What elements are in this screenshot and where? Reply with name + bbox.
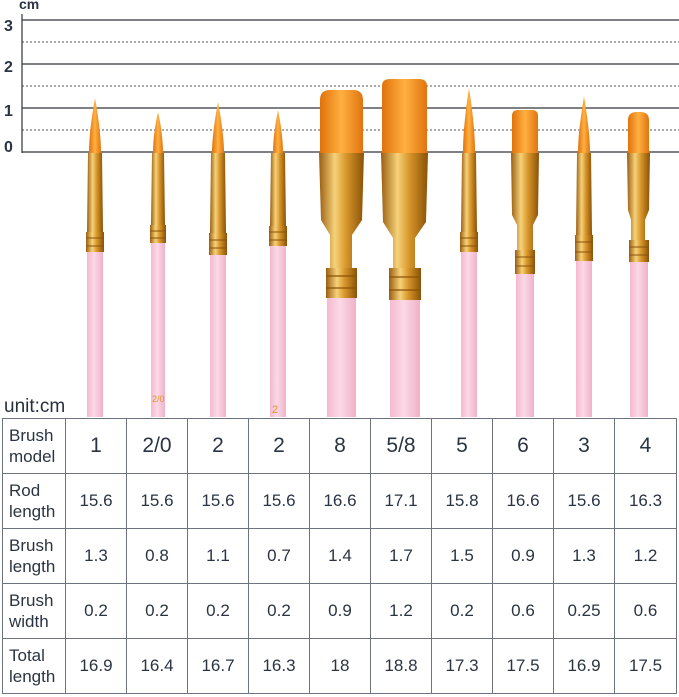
table-cell: 17.1 <box>370 473 432 529</box>
row-header-line: length <box>9 667 56 686</box>
brush-2-0: 2/0 <box>150 112 166 417</box>
row-header-line: Brush <box>9 591 54 610</box>
row-header-line: Rod <box>9 481 41 500</box>
brush-5-8 <box>381 79 428 417</box>
ruler-tick-0: 0 <box>4 139 13 156</box>
table-cell: 2 <box>248 418 310 474</box>
brush-width-row: Brush width 0.2 0.2 0.2 0.2 0.9 1.2 0.2 0.6 0.25 0.… <box>2 583 677 639</box>
table-cell: 8 <box>309 418 371 474</box>
table-cell: 1.4 <box>309 528 371 584</box>
row-header: Brush length <box>2 528 66 584</box>
table-cell: 15.6 <box>553 473 615 529</box>
brush-spec-table: Brush model 1 2/0 2 2 8 5/8 5 6 3 4 Rod length 15.6 15.… <box>2 418 677 694</box>
row-header-line: length <box>9 502 56 521</box>
table-cell: 1.3 <box>65 528 127 584</box>
row-header: Brush width <box>2 583 66 639</box>
table-cell: 1.3 <box>553 528 615 584</box>
table-cell: 16.4 <box>126 638 188 694</box>
table-cell: 3 <box>553 418 615 474</box>
brush-4 <box>627 112 650 417</box>
row-header-line: length <box>9 557 56 576</box>
row-header: Total length <box>2 638 66 694</box>
row-header: Rod length <box>2 473 66 529</box>
unit-label: unit:cm <box>4 396 66 417</box>
ruler-tick-2: 2 <box>4 59 13 76</box>
table-cell: 4 <box>614 418 677 474</box>
table-cell: 1 <box>65 418 127 474</box>
brush-5 <box>460 88 478 417</box>
brush-8 <box>319 90 364 417</box>
total-length-row: Total length 16.9 16.4 16.7 16.3 18 18.8 17.3 17.… <box>2 638 677 694</box>
table-cell: 1.5 <box>431 528 493 584</box>
table-cell: 0.7 <box>248 528 310 584</box>
table-cell: 2/0 <box>126 418 188 474</box>
ruler-tick-3: 3 <box>4 18 13 35</box>
table-cell: 18 <box>309 638 371 694</box>
brush-1 <box>86 98 104 417</box>
table-cell: 1.1 <box>187 528 249 584</box>
table-cell: 0.2 <box>431 583 493 639</box>
table-cell: 6 <box>492 418 554 474</box>
table-cell: 5 <box>431 418 493 474</box>
table-cell: 16.6 <box>492 473 554 529</box>
table-cell: 0.9 <box>492 528 554 584</box>
table-cell: 15.6 <box>248 473 310 529</box>
table-cell: 17.5 <box>492 638 554 694</box>
table-cell: 15.8 <box>431 473 493 529</box>
table-cell: 0.2 <box>248 583 310 639</box>
row-header-line: Total <box>9 646 45 665</box>
ruler-tick-1: 1 <box>4 103 13 120</box>
model-row: Brush model 1 2/0 2 2 8 5/8 5 6 3 4 <box>2 418 677 474</box>
brush-size-mark: 2 <box>272 404 278 416</box>
row-header-line: Brush <box>9 426 54 445</box>
table-cell: 16.7 <box>187 638 249 694</box>
table-cell: 15.6 <box>187 473 249 529</box>
table-cell: 0.6 <box>492 583 554 639</box>
table-cell: 15.6 <box>65 473 127 529</box>
table-cell: 16.6 <box>309 473 371 529</box>
table-cell: 2 <box>187 418 249 474</box>
table-cell: 0.2 <box>126 583 188 639</box>
table-cell: 1.2 <box>370 583 432 639</box>
table-cell: 0.2 <box>65 583 127 639</box>
table-cell: 16.9 <box>553 638 615 694</box>
table-cell: 0.25 <box>553 583 615 639</box>
table-cell: 17.5 <box>614 638 677 694</box>
brush-2a <box>209 102 227 417</box>
brush-3 <box>575 96 593 417</box>
row-header-line: width <box>9 612 49 631</box>
row-header-line: Brush <box>9 536 54 555</box>
table-cell: 16.3 <box>614 473 677 529</box>
brush-illustration: cm 3 2 1 0 2/0 2 <box>4 0 679 417</box>
table-cell: 0.9 <box>309 583 371 639</box>
brush-6 <box>511 110 539 417</box>
brush-length-row: Brush length 1.3 0.8 1.1 0.7 1.4 1.7 1.5 0.9 1.3 1.… <box>2 528 677 584</box>
rod-length-row: Rod length 15.6 15.6 15.6 15.6 16.6 17.1 15.8 16.… <box>2 473 677 529</box>
row-header-line: model <box>9 447 56 466</box>
table-cell: 15.6 <box>126 473 188 529</box>
table-cell: 0.6 <box>614 583 677 639</box>
table-cell: 18.8 <box>370 638 432 694</box>
row-header: Brush model <box>2 418 66 474</box>
table-cell: 1.2 <box>614 528 677 584</box>
table-cell: 16.9 <box>65 638 127 694</box>
table-cell: 5/8 <box>370 418 432 474</box>
brush-size-mark: 2/0 <box>152 394 165 404</box>
table-cell: 16.3 <box>248 638 310 694</box>
table-cell: 0.8 <box>126 528 188 584</box>
brush-2b: 2 <box>269 110 287 417</box>
table-cell: 0.2 <box>187 583 249 639</box>
ruler-unit-label: cm <box>19 0 39 12</box>
table-cell: 17.3 <box>431 638 493 694</box>
table-cell: 1.7 <box>370 528 432 584</box>
